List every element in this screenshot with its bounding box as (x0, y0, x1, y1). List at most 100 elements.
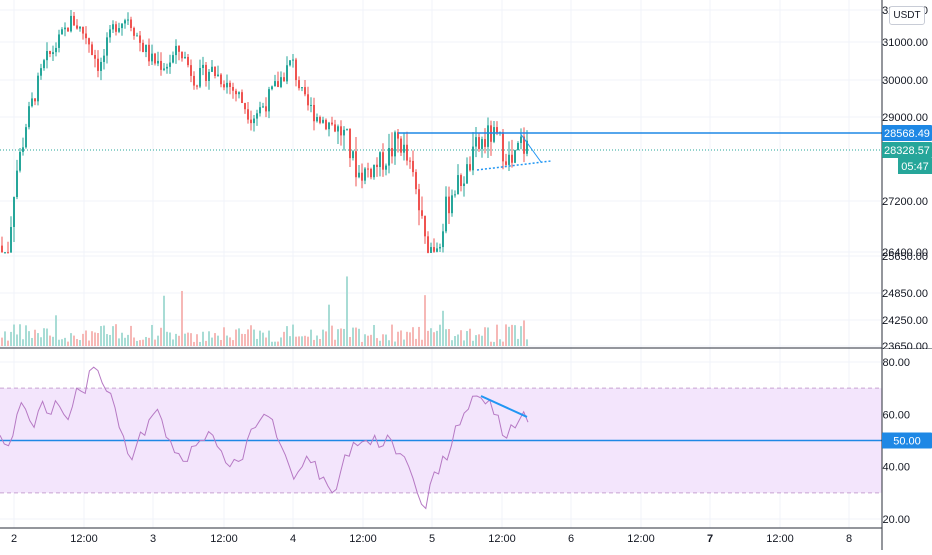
volume-bar (394, 341, 396, 346)
volume-bar (10, 331, 12, 346)
volume-bar (7, 340, 9, 346)
volume-bar (4, 331, 6, 346)
candle-body (484, 139, 486, 147)
candle-body (415, 172, 417, 190)
volume-bar (121, 332, 123, 346)
candle-body (439, 247, 441, 249)
candle-body (157, 60, 159, 64)
candle-body (265, 106, 267, 112)
price-tick-label: 30000.00 (882, 75, 928, 87)
volume-bar (187, 332, 189, 346)
volume-bar (523, 320, 525, 346)
volume-bar (496, 324, 498, 346)
volume-bar (466, 331, 468, 346)
volume-bar (325, 331, 327, 346)
volume-bar (253, 329, 255, 346)
candle-body (25, 127, 27, 148)
price-candles (1, 10, 528, 254)
volume-bar (37, 333, 39, 346)
price-tick-label: 27200.00 (882, 196, 928, 208)
candle-body (421, 210, 423, 216)
volume-bar (232, 340, 234, 346)
volume-bar (304, 335, 306, 346)
volume-bar (364, 334, 366, 346)
candle-body (469, 164, 471, 171)
volume-bars (1, 276, 528, 346)
volume-bar (451, 340, 453, 346)
candle-body (82, 26, 84, 34)
candle-body (148, 44, 150, 62)
volume-bar (337, 329, 339, 346)
volume-bar (286, 326, 288, 346)
volume-bar (19, 324, 21, 346)
volume-bar (280, 337, 282, 346)
price-tick-label: 24850.00 (882, 288, 928, 300)
volume-bar (268, 330, 270, 346)
volume-bar (52, 336, 54, 346)
candle-body (460, 175, 462, 186)
candle-body (418, 189, 420, 211)
volume-bar (340, 328, 342, 346)
candle-body (145, 44, 147, 53)
candle-body (58, 34, 60, 48)
candle-body (181, 51, 183, 59)
candle-body (367, 168, 369, 170)
volume-bar (382, 334, 384, 346)
volume-bar (133, 337, 135, 346)
volume-bar (85, 330, 87, 346)
candle-body (1, 245, 3, 253)
candle-body (313, 104, 315, 122)
candle-body (100, 61, 102, 71)
volume-bar (316, 335, 318, 346)
candle-body (346, 128, 348, 130)
volume-bar (517, 338, 519, 346)
volume-bar (202, 331, 204, 346)
volume-bar (424, 295, 426, 346)
volume-bar (34, 329, 36, 346)
volume-bar (91, 331, 93, 346)
volume-bar (160, 327, 162, 346)
volume-bar (511, 324, 513, 346)
volume-bar (310, 329, 312, 346)
volume-bar (430, 328, 432, 346)
candle-body (361, 172, 363, 181)
volume-bar (142, 339, 144, 346)
last-price-badge-bg (882, 142, 932, 158)
volume-bar (478, 334, 480, 346)
candle-body (190, 65, 192, 76)
candle-body (430, 247, 432, 253)
volume-bar (421, 339, 423, 346)
candle-body (481, 139, 483, 149)
candle-body (76, 25, 78, 29)
volume-bar (139, 340, 141, 346)
candle-body (151, 53, 153, 62)
volume-bar (508, 326, 510, 346)
volume-bar (481, 335, 483, 346)
candle-body (271, 86, 273, 90)
volume-bar (298, 336, 300, 346)
candle-body (406, 144, 408, 161)
candle-body (79, 26, 81, 29)
volume-bar (445, 329, 447, 346)
candle-body (166, 66, 168, 69)
currency-button[interactable]: USDT (889, 6, 925, 25)
volume-bar (25, 325, 27, 346)
candle-body (172, 55, 174, 63)
candle-body (451, 195, 453, 214)
volume-bar (493, 341, 495, 346)
candle-body (322, 119, 324, 123)
volume-bar (250, 325, 252, 346)
volume-bar (484, 327, 486, 346)
volume-bar (61, 339, 63, 346)
volume-bar (379, 340, 381, 346)
volume-bar (112, 326, 114, 346)
time-tick-label: 8 (846, 533, 852, 545)
volume-bar (289, 336, 291, 346)
rsi-tick-label: 40.00 (882, 462, 910, 474)
volume-bar (154, 339, 156, 346)
candle-body (124, 20, 126, 24)
price-axis: 32000.0031000.0030000.0029000.0027200.00… (882, 0, 932, 353)
volume-bar (409, 332, 411, 346)
